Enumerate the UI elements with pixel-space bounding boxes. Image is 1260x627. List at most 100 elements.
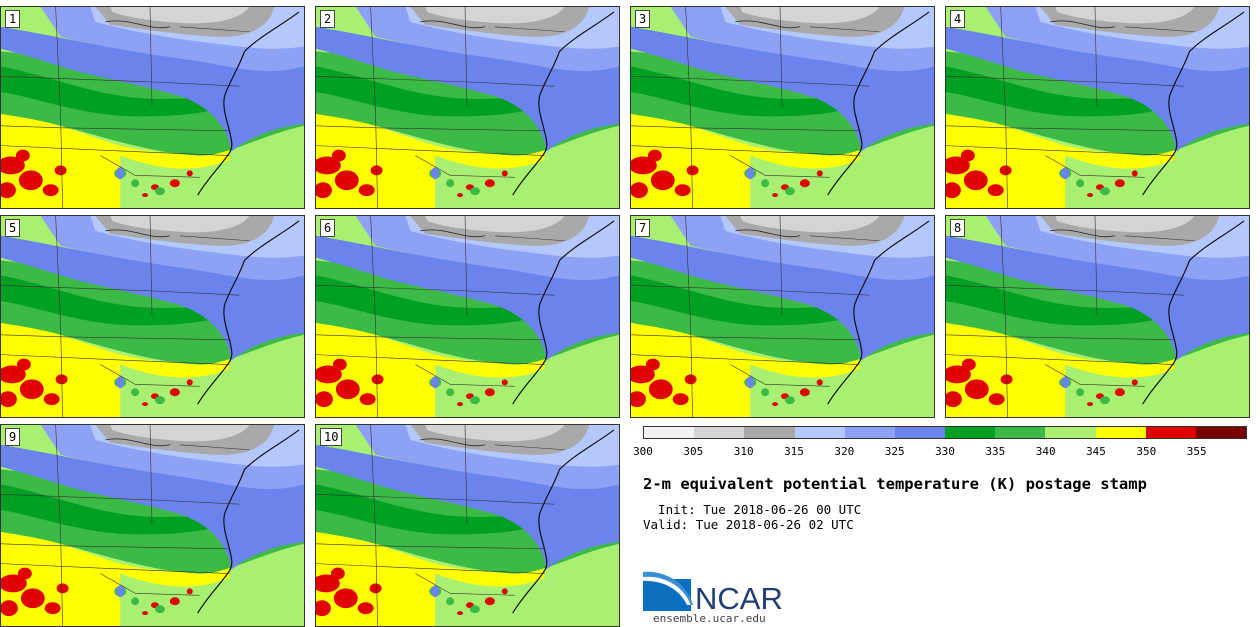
field-patch-350: [333, 588, 358, 609]
field-patch-350: [1, 574, 27, 593]
state-boundary: [946, 354, 1175, 365]
map-panel: 8: [945, 215, 1250, 418]
state-boundary: [316, 285, 555, 296]
field-band-340-south: [120, 553, 304, 626]
colorbar-swatch: [945, 427, 996, 438]
member-label: 7: [635, 219, 651, 237]
field-patch-350: [631, 365, 655, 384]
field-patch-350: [335, 379, 360, 400]
colorbar-swatch: [1195, 427, 1247, 438]
coastline: [197, 429, 300, 614]
state-boundary: [730, 364, 830, 387]
colorbar-swatch: [995, 427, 1046, 438]
field-patch-350: [1, 365, 26, 384]
field-patch-335: [784, 187, 795, 196]
field-patch-350: [316, 365, 342, 384]
state-boundary: [685, 216, 693, 417]
field-patch-350: [16, 358, 31, 371]
state-boundary: [464, 7, 468, 107]
field-patch-350: [18, 170, 43, 191]
field-patch-335: [446, 597, 455, 606]
state-boundary: [779, 7, 783, 107]
map-panel: 3: [630, 6, 935, 209]
field-patch-350: [645, 358, 660, 371]
logo-swoosh: [643, 576, 691, 605]
field-patch-350: [332, 358, 347, 371]
field-patch-350: [186, 170, 193, 177]
colorbar-tick: 315: [784, 445, 804, 458]
field-map: [1, 216, 304, 417]
field-patch-335: [1076, 388, 1085, 397]
field-patch-350: [1, 391, 17, 408]
field-patch-350: [631, 391, 646, 408]
state-boundary: [179, 26, 250, 33]
state-boundary: [946, 285, 1185, 296]
lake-outline: [1050, 20, 1115, 29]
logo-swoosh-top: [643, 571, 693, 605]
lake-outline: [420, 20, 485, 29]
map-panel: 5: [0, 215, 305, 418]
field-patch-335: [154, 396, 165, 405]
state-boundary: [316, 354, 545, 365]
field-patch-350: [631, 156, 657, 175]
map-panel: 9: [0, 424, 305, 627]
member-label: 4: [950, 10, 966, 28]
field-band-330: [1, 275, 235, 326]
state-boundary: [1, 354, 230, 365]
field-patch-350: [56, 583, 69, 594]
field-patch-335: [446, 388, 455, 397]
state-boundary: [1045, 155, 1145, 178]
field-patch-350: [1114, 388, 1125, 397]
field-patch-350: [946, 182, 961, 199]
colorbar-swatch: [844, 427, 895, 438]
state-boundary: [809, 235, 880, 242]
field-patch-350: [169, 388, 180, 397]
field-patch-335: [761, 179, 770, 188]
field-band-330: [316, 66, 550, 117]
field-band-340-south: [750, 135, 934, 208]
field-patch-350: [501, 379, 508, 386]
field-patch-350: [484, 179, 495, 188]
state-boundary: [1, 563, 230, 574]
field-patch-350: [684, 374, 697, 385]
field-patch-350: [647, 149, 662, 162]
state-boundary: [946, 76, 1185, 87]
state-boundary: [1045, 364, 1145, 387]
field-patch-325: [116, 376, 125, 389]
state-boundary: [179, 235, 250, 242]
field-patch-350: [142, 193, 149, 198]
field-band-330: [316, 275, 550, 326]
field-map: [946, 7, 1249, 208]
field-patch-350: [42, 184, 59, 197]
state-boundary: [370, 216, 378, 417]
field-band-305: [425, 425, 565, 442]
field-patch-350: [169, 179, 180, 188]
field-band-305: [740, 216, 880, 233]
field-band-340-south: [435, 553, 619, 626]
state-boundary: [631, 145, 860, 156]
member-label: 6: [320, 219, 336, 237]
field-patch-350: [987, 184, 1004, 197]
field-patch-325: [116, 167, 125, 180]
field-patch-350: [457, 611, 464, 616]
state-boundary: [55, 7, 63, 208]
field-band-340-south: [1065, 344, 1249, 417]
state-boundary: [494, 26, 565, 33]
field-patch-350: [169, 597, 180, 606]
state-boundary: [1000, 216, 1008, 417]
field-patch-350: [946, 156, 970, 175]
field-patch-350: [672, 393, 689, 406]
field-band-340-south: [120, 135, 304, 208]
field-patch-350: [357, 602, 374, 615]
state-boundary: [464, 216, 468, 316]
state-boundary: [946, 334, 1175, 341]
field-patch-350: [999, 165, 1012, 176]
state-boundary: [494, 444, 565, 451]
field-patch-350: [674, 184, 691, 197]
field-patch-350: [648, 379, 673, 400]
field-band-305: [425, 216, 565, 233]
colorbar-swatch: [1095, 427, 1146, 438]
field-band-330: [631, 275, 865, 326]
colorbar-tick: 355: [1186, 445, 1207, 458]
state-boundary: [415, 364, 515, 387]
